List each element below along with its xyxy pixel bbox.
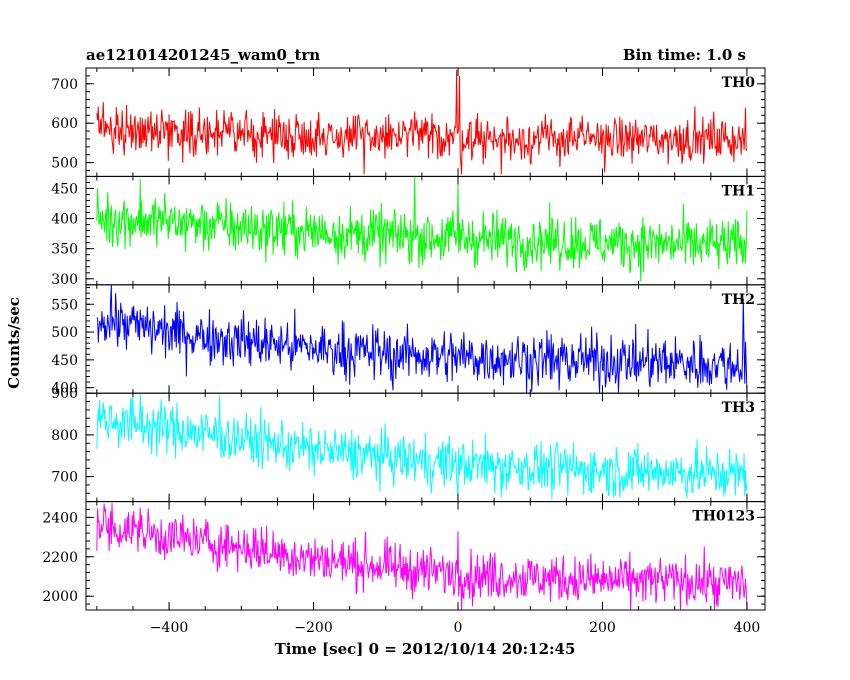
y-tick-label: 500 [51, 156, 78, 172]
panel-label: TH0 [722, 75, 756, 91]
y-tick-label: 600 [51, 116, 78, 132]
bin-time-label: Bin time: 1.0 s [623, 46, 746, 64]
panel-label: TH0123 [692, 509, 755, 525]
panel-label: TH1 [722, 183, 755, 199]
chart-title: ae121014201245_wam0_trn [86, 46, 320, 64]
panel-th2: 400 450 500 550 TH2 [51, 284, 766, 397]
panel-th3: 700 800 900 TH3 [51, 386, 766, 503]
panel-th0: 500 600 700 TH0 [51, 67, 766, 177]
y-tick-label: 550 [51, 297, 78, 313]
panel-th1: 300 350 400 450 TH1 [51, 175, 766, 288]
x-tick-label: 400 [734, 620, 761, 636]
x-axis-label: Time [sec] 0 = 2012/10/14 20:12:45 [275, 640, 576, 658]
panel-frame [85, 175, 766, 286]
y-tick-label: 2400 [42, 510, 78, 526]
y-axis-label: Counts/sec [5, 297, 23, 389]
series-line-th1 [96, 176, 748, 282]
panels-group: 500 600 700 TH0 300 350 400 450 TH1 400 450 500 550 T… [42, 67, 766, 636]
y-tick-label: 2000 [42, 589, 78, 605]
y-tick-label: 900 [51, 386, 78, 402]
panel-frame [85, 501, 766, 611]
x-tick-label: 200 [589, 620, 616, 636]
y-tick-label: 500 [51, 325, 78, 341]
y-tick-label: 2200 [42, 550, 78, 566]
x-tick-label: 0 [454, 620, 463, 636]
y-tick-label: 700 [51, 470, 78, 486]
y-tick-label: 400 [51, 381, 78, 397]
panel-label: TH2 [722, 292, 755, 308]
y-tick-label: 700 [51, 77, 78, 93]
y-tick-label: 400 [51, 212, 78, 228]
x-tick-label: −400 [150, 620, 188, 636]
series-line-th3 [96, 393, 748, 500]
x-tick-label: −200 [294, 620, 332, 636]
series-line-th0123 [96, 503, 748, 611]
panel-th0123: 2000 2200 2400 TH0123 [42, 501, 766, 611]
panel-label: TH3 [722, 400, 755, 416]
y-tick-label: 350 [51, 242, 78, 258]
y-tick-label: 450 [51, 181, 78, 197]
series-line-th0 [96, 69, 748, 175]
y-tick-label: 450 [51, 353, 78, 369]
y-tick-label: 800 [51, 428, 78, 444]
series-line-th2 [96, 284, 748, 394]
y-tick-label: 300 [51, 272, 78, 288]
